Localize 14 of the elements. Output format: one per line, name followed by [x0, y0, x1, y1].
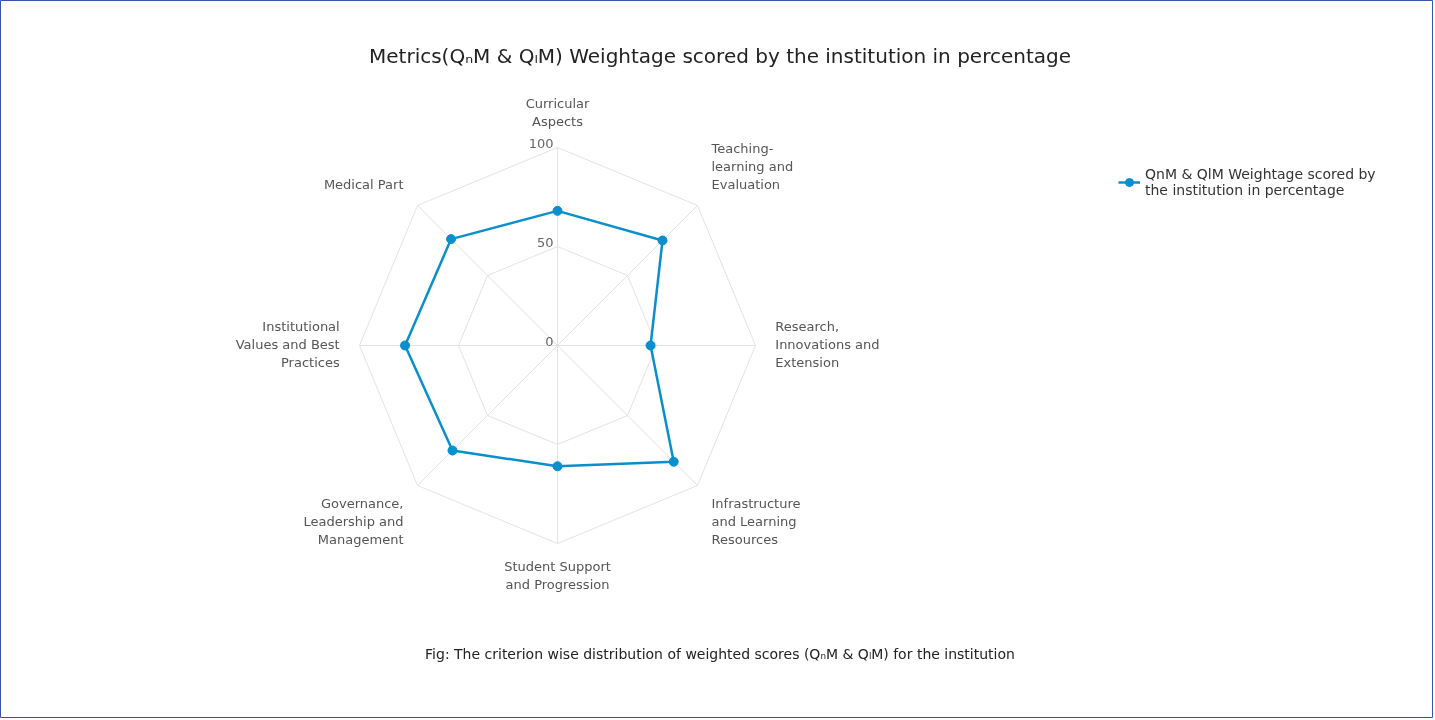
chart-title: Metrics(QₙM & QₗM) Weightage scored by the institution in percentage — [369, 43, 1071, 68]
y-tick-label: 0 — [545, 333, 554, 349]
y-tick-label: 100 — [528, 135, 554, 151]
spoke-label: Infrastructure and Learning Resources — [711, 495, 801, 547]
spoke-label: Teaching-learning and Evaluation — [710, 141, 794, 193]
spoke-label: Student Support and Progression — [504, 559, 611, 593]
spoke-label: Institutional Values and Best Practices — [235, 318, 340, 370]
spoke-label: Curricular Aspects — [525, 95, 590, 129]
legend-label: QnM & QlM Weightage scored by the institution in percentage — [1145, 166, 1376, 198]
spoke-label: Medical Part — [323, 177, 404, 193]
y-tick-label: 50 — [536, 234, 554, 250]
spoke-label: Governance, Leadership and Management — [303, 495, 404, 547]
text: Fig: The criterion wise distribution of weighted scores (QₙM & QₗM) for the institution — [425, 645, 1015, 662]
spoke-label: Research, Innovations and Extension — [775, 318, 880, 370]
